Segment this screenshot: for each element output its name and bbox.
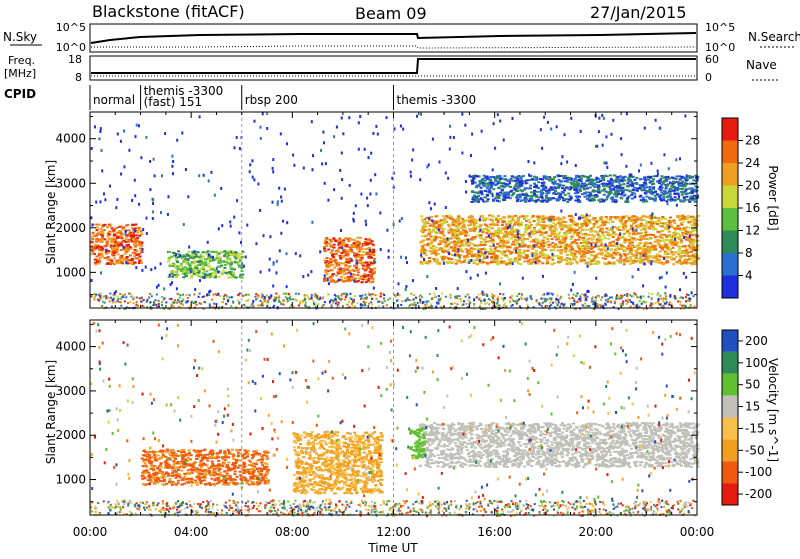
- power-panel: 1000 2000 3000 4000: [55, 112, 700, 310]
- x-tick-label: 00:00: [680, 525, 715, 539]
- colorbar-tick: 20: [745, 179, 760, 193]
- power-colorbar: 4 8 12 16 20 24 28: [722, 118, 760, 298]
- colorbar-tick: -15: [745, 421, 765, 435]
- colorbar-tick: 100: [745, 356, 768, 370]
- nave-tick-bottom: 0: [705, 71, 712, 84]
- colorbar-swatch: [722, 141, 738, 164]
- colorbar-swatch: [722, 461, 738, 483]
- x-tick-label: 16:00: [477, 525, 512, 539]
- velocity-panel: 1000 2000 3000 4000 00:00 04:00 08:00 12:00 16:0…: [55, 320, 714, 539]
- colorbar-swatch: [722, 253, 738, 276]
- colorbar-tick: 24: [745, 156, 760, 170]
- cpid-label-2: (fast) 151: [144, 95, 203, 109]
- colorbar-swatch: [722, 352, 738, 374]
- nave-label: Nave: [746, 58, 777, 72]
- nsky-right-tick-top: 10^5: [705, 21, 735, 34]
- freq-tick-top: 18: [68, 53, 82, 66]
- nsky-trace: [91, 33, 696, 43]
- colorbar-tick: 28: [745, 134, 760, 148]
- cpid-label-4: themis -3300: [397, 93, 477, 107]
- colorbar-tick: -200: [745, 487, 772, 501]
- freq-label-2: [MHz]: [4, 67, 36, 80]
- colorbar-tick: 200: [745, 334, 768, 348]
- colorbar-swatch: [722, 186, 738, 209]
- nsky-label: N.Sky: [3, 30, 37, 44]
- x-axis-title: Time UT: [367, 541, 418, 554]
- y-tick-label: 3000: [55, 384, 86, 398]
- power-y-axis-title: Slant Range [km]: [44, 160, 58, 264]
- nsearch-label: N.Search: [748, 30, 800, 44]
- power-colorbar-title: Power [dB]: [766, 165, 780, 230]
- station-title: Blackstone (fitACF): [92, 2, 245, 21]
- y-tick-label: 4000: [55, 132, 86, 146]
- nave-tick-top: 60: [705, 53, 719, 66]
- cpid-label-3: rbsp 200: [245, 93, 298, 107]
- y-tick-label: 4000: [55, 340, 86, 354]
- colorbar-tick: -50: [745, 443, 765, 457]
- colorbar-tick: 12: [745, 224, 760, 238]
- cpid-label-0: normal: [93, 93, 135, 107]
- date-title: 27/Jan/2015: [590, 3, 687, 22]
- colorbar-swatch: [722, 276, 738, 299]
- colorbar-swatch: [722, 330, 738, 352]
- velocity-y-axis-title: Slant Range [km]: [44, 360, 58, 464]
- colorbar-tick: 50: [745, 378, 760, 392]
- y-tick-label: 1000: [55, 265, 86, 279]
- x-tick-label: 00:00: [73, 525, 108, 539]
- nsky-left-tick-top: 10^5: [56, 21, 86, 34]
- x-tick-label: 04:00: [174, 525, 209, 539]
- colorbar-swatch: [722, 418, 738, 440]
- y-tick-label: 2000: [55, 221, 86, 235]
- colorbar-swatch: [722, 396, 738, 418]
- colorbar-swatch: [722, 118, 738, 141]
- freq-label-1: Freq.: [8, 54, 35, 67]
- cpid-label: CPID: [4, 87, 36, 101]
- colorbar-swatch: [722, 483, 738, 505]
- colorbar-swatch: [722, 231, 738, 254]
- colorbar-swatch: [722, 374, 738, 396]
- y-tick-label: 1000: [55, 473, 86, 487]
- velocity-colorbar-title: Velocity [m s^-1]: [766, 358, 780, 462]
- x-tick-label: 08:00: [275, 525, 310, 539]
- y-tick-label: 2000: [55, 428, 86, 442]
- x-tick-label: 20:00: [579, 525, 614, 539]
- freq-trace: [91, 59, 696, 73]
- colorbar-tick: 15: [745, 400, 760, 414]
- y-tick-label: 3000: [55, 176, 86, 190]
- nsearch-trace: [91, 46, 696, 48]
- colorbar-swatch: [722, 163, 738, 186]
- colorbar-tick: 16: [745, 201, 760, 215]
- beam-title: Beam 09: [355, 4, 427, 23]
- freq-tick-bottom: 8: [75, 71, 82, 84]
- velocity-colorbar: 200 100 50 15 -15 -50 -100 -200: [722, 330, 772, 505]
- colorbar-swatch: [722, 208, 738, 231]
- x-tick-label: 12:00: [376, 525, 411, 539]
- colorbar-tick: 8: [745, 246, 753, 260]
- colorbar-tick: -100: [745, 465, 772, 479]
- colorbar-swatch: [722, 439, 738, 461]
- colorbar-tick: 4: [745, 269, 753, 283]
